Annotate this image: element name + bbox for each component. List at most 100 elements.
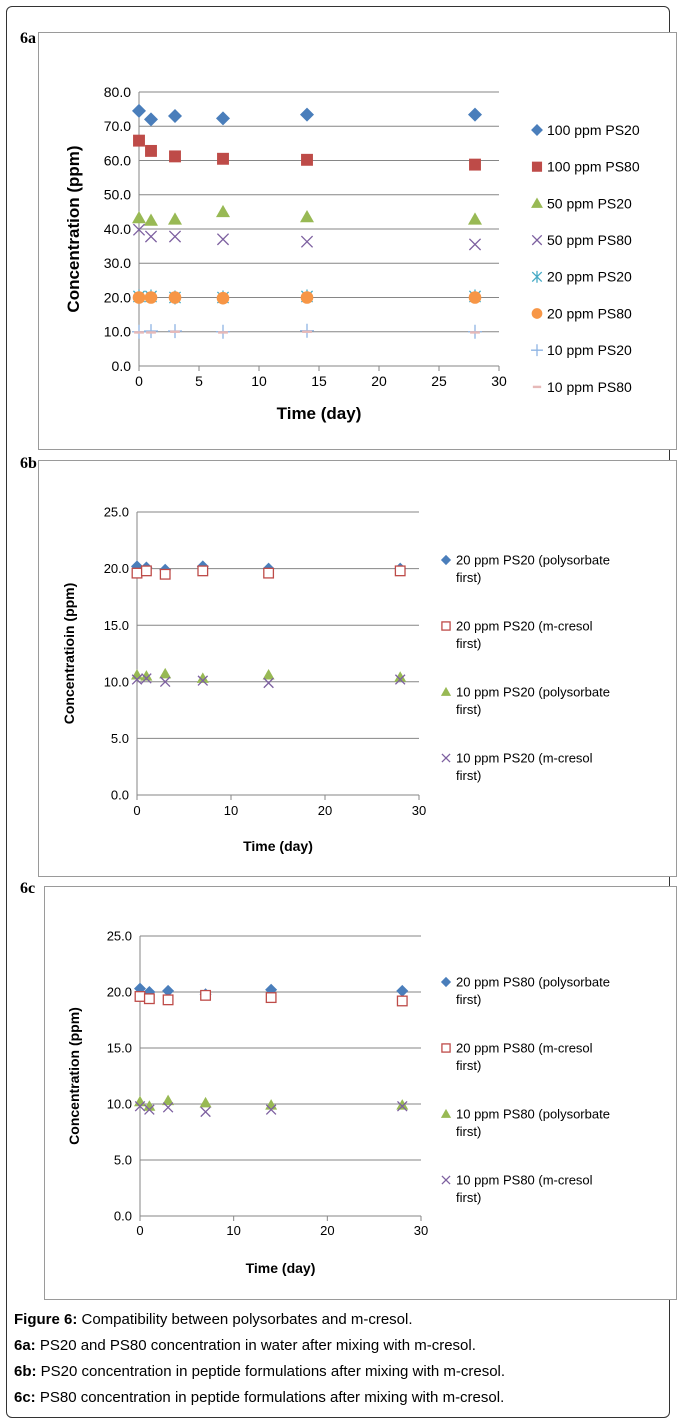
data-point bbox=[300, 235, 314, 248]
data-point bbox=[217, 152, 229, 165]
series-1 bbox=[133, 134, 481, 171]
data-point bbox=[141, 673, 152, 684]
legend-label: 20 ppm PS80 (polysorbate first) bbox=[456, 975, 610, 1008]
caption-6a-text: PS20 and PS80 concentration in water aft… bbox=[35, 1337, 476, 1354]
legend-label-line: first) bbox=[456, 1058, 481, 1073]
legend-label: 10 ppm PS20 (polysorbate first) bbox=[456, 685, 610, 718]
legend-label: 50 ppm PS20 bbox=[547, 195, 632, 211]
series-2 bbox=[132, 204, 482, 226]
x-tick-label: 30 bbox=[412, 803, 426, 818]
data-point bbox=[159, 667, 172, 679]
data-point bbox=[162, 984, 175, 997]
series-3 bbox=[131, 673, 406, 689]
data-point bbox=[143, 1100, 156, 1111]
legend-label: 10 ppm PS20 bbox=[547, 342, 632, 358]
x-tick-label: 0 bbox=[135, 373, 143, 389]
caption-6b-text: PS20 concentration in peptide formulatio… bbox=[36, 1363, 506, 1380]
legend-label-line: 10 ppm PS20 (polysorbate bbox=[456, 685, 610, 700]
data-point bbox=[200, 989, 212, 1001]
series-0 bbox=[132, 103, 482, 127]
legend-label-line: first) bbox=[456, 1124, 481, 1139]
caption-line-6a: 6a: PS20 and PS80 concentration in water… bbox=[14, 1337, 476, 1355]
y-tick-label: 10.0 bbox=[107, 1097, 132, 1112]
y-tick-label: 50.0 bbox=[104, 187, 131, 203]
data-point bbox=[144, 1104, 155, 1115]
y-tick-label: 25.0 bbox=[107, 929, 132, 944]
data-point bbox=[199, 1096, 212, 1108]
data-point bbox=[394, 565, 406, 577]
data-point bbox=[300, 210, 314, 223]
x-tick-label: 0 bbox=[133, 803, 140, 818]
series-3 bbox=[134, 1100, 408, 1118]
data-point bbox=[468, 212, 482, 225]
data-point bbox=[216, 291, 230, 305]
data-point bbox=[397, 1100, 408, 1112]
legend-label-line: 20 ppm PS80 (m-cresol bbox=[456, 1041, 593, 1056]
data-point bbox=[470, 331, 480, 334]
x-tick-label: 20 bbox=[371, 373, 387, 389]
legend-label: 10 ppm PS80 (polysorbate first) bbox=[456, 1107, 610, 1140]
series-2 bbox=[131, 667, 407, 683]
data-point bbox=[144, 213, 158, 226]
legend-marker bbox=[441, 753, 451, 763]
data-point bbox=[468, 291, 482, 304]
y-tick-label: 0.0 bbox=[114, 1209, 132, 1224]
series-5 bbox=[132, 291, 482, 305]
legend-marker bbox=[531, 124, 543, 136]
legend-label-line: first) bbox=[456, 570, 481, 585]
legend-label-line: first) bbox=[456, 768, 481, 783]
data-point bbox=[302, 330, 312, 333]
x-axis-label: Time (day) bbox=[277, 404, 362, 423]
data-point bbox=[265, 992, 277, 1004]
data-point bbox=[216, 233, 230, 246]
x-tick-label: 0 bbox=[136, 1223, 143, 1238]
data-point bbox=[396, 995, 408, 1007]
figure-caption-title: Figure 6: Compatibility between polysorb… bbox=[14, 1311, 413, 1329]
data-point bbox=[132, 211, 146, 224]
x-axis-label: Time (day) bbox=[246, 1260, 316, 1276]
x-tick-label: 30 bbox=[414, 1223, 428, 1238]
legend-label: 20 ppm PS80 bbox=[547, 305, 632, 321]
data-point bbox=[131, 567, 143, 579]
data-point bbox=[134, 982, 146, 995]
data-point bbox=[132, 223, 146, 236]
legend: 20 ppm PS80 (polysorbate first)20 ppm PS8… bbox=[440, 975, 610, 1206]
data-point bbox=[134, 1095, 146, 1107]
data-point bbox=[200, 1106, 211, 1118]
data-point bbox=[216, 111, 230, 126]
chart-6b-svg: 0.0 5.0 10.0 15.0 20.0 25.0 0 10 20 30 Time (day) C… bbox=[61, 505, 610, 854]
data-point bbox=[196, 672, 209, 683]
legend-label-line: 20 ppm PS80 (polysorbate bbox=[456, 975, 610, 990]
data-point bbox=[262, 669, 275, 680]
data-point bbox=[132, 291, 146, 304]
y-tick-label: 10.0 bbox=[104, 324, 131, 340]
y-tick-label: 0.0 bbox=[111, 788, 129, 803]
data-point bbox=[300, 107, 314, 122]
y-tick-label: 80.0 bbox=[104, 84, 131, 100]
y-tick-label: 15.0 bbox=[107, 1041, 132, 1056]
chart-6c-svg: 0.0 5.0 10.0 15.0 20.0 25.0 0 10 20 30 Time (day) C… bbox=[66, 929, 610, 1276]
data-point bbox=[265, 1104, 277, 1115]
data-point bbox=[134, 1100, 146, 1112]
data-point bbox=[145, 144, 157, 157]
panel-label-6a: 6a bbox=[20, 30, 36, 47]
y-tick-label: 5.0 bbox=[114, 1153, 132, 1168]
data-point bbox=[144, 291, 158, 304]
data-point bbox=[394, 671, 407, 682]
data-point bbox=[396, 984, 409, 997]
panel-label-6b: 6b bbox=[20, 455, 37, 472]
data-point bbox=[159, 676, 171, 688]
legend-marker bbox=[441, 1175, 451, 1185]
y-axis-label: Concentratioin (ppm) bbox=[61, 583, 77, 725]
data-point bbox=[300, 291, 314, 304]
series-2 bbox=[134, 1094, 409, 1111]
legend-label: 10 ppm PS80 (m-cresol first) bbox=[456, 1173, 593, 1206]
y-tick-label: 5.0 bbox=[111, 731, 129, 746]
data-point bbox=[159, 568, 171, 580]
x-tick-label: 10 bbox=[224, 803, 238, 818]
legend-label: 20 ppm PS20 (polysorbate first) bbox=[456, 553, 610, 586]
data-point bbox=[265, 983, 278, 996]
x-tick-label: 20 bbox=[318, 803, 332, 818]
y-tick-label: 20.0 bbox=[107, 985, 132, 1000]
y-tick-label: 20.0 bbox=[104, 289, 131, 305]
